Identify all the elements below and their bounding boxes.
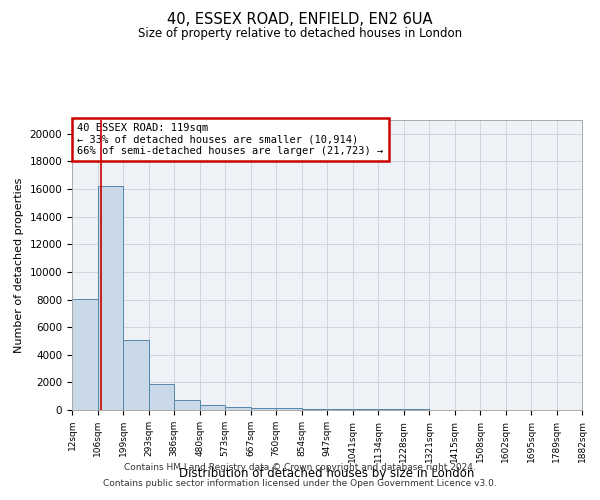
Text: Contains HM Land Registry data © Crown copyright and database right 2024.: Contains HM Land Registry data © Crown c…: [124, 464, 476, 472]
Text: 40 ESSEX ROAD: 119sqm
← 33% of detached houses are smaller (10,914)
66% of semi-: 40 ESSEX ROAD: 119sqm ← 33% of detached …: [77, 123, 383, 156]
Bar: [200, 405, 225, 410]
Text: 40, ESSEX ROAD, ENFIELD, EN2 6UA: 40, ESSEX ROAD, ENFIELD, EN2 6UA: [167, 12, 433, 28]
Bar: [149, 384, 174, 410]
Bar: [225, 407, 251, 410]
Bar: [174, 400, 200, 410]
Bar: [353, 409, 378, 410]
Y-axis label: Number of detached properties: Number of detached properties: [14, 178, 24, 352]
Bar: [98, 186, 123, 410]
Bar: [302, 408, 327, 410]
Bar: [276, 408, 302, 410]
Text: Contains public sector information licensed under the Open Government Licence v3: Contains public sector information licen…: [103, 478, 497, 488]
Bar: [251, 408, 276, 410]
Bar: [327, 409, 353, 410]
Bar: [123, 340, 149, 410]
Bar: [72, 299, 98, 410]
Text: Size of property relative to detached houses in London: Size of property relative to detached ho…: [138, 28, 462, 40]
X-axis label: Distribution of detached houses by size in London: Distribution of detached houses by size …: [179, 468, 475, 480]
